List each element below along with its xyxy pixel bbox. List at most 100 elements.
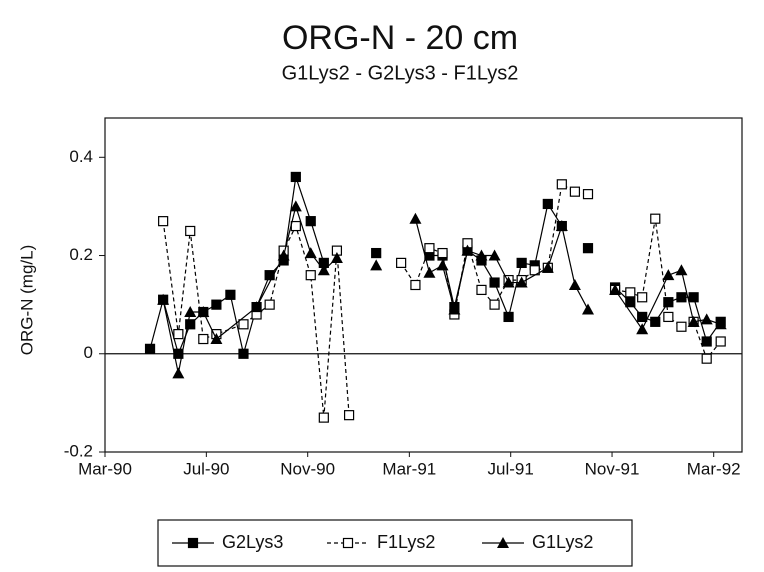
data-point <box>650 213 661 224</box>
data-point <box>264 299 275 310</box>
data-point <box>437 247 448 259</box>
y-tick-label: -0.2 <box>64 441 93 460</box>
chart-title: ORG-N - 20 cm <box>282 19 518 57</box>
legend-marker <box>497 537 509 548</box>
data-point <box>144 343 156 354</box>
data-point <box>503 311 514 323</box>
legend-label: G2Lys3 <box>222 532 283 552</box>
data-point <box>542 198 553 210</box>
plot-frame <box>104 117 743 453</box>
data-point <box>198 333 209 345</box>
data-point <box>409 212 422 224</box>
data-point <box>489 299 500 310</box>
y-tick-label: 0 <box>84 343 93 362</box>
data-point <box>582 189 594 200</box>
data-point <box>701 336 712 347</box>
x-tick-label: Jul-91 <box>488 459 534 478</box>
data-point <box>715 336 726 347</box>
y-tick-label: 0.4 <box>69 147 93 166</box>
data-point <box>330 251 343 263</box>
data-point <box>582 303 594 315</box>
data-point <box>436 259 449 271</box>
data-point <box>663 297 674 308</box>
data-point <box>541 261 554 273</box>
data-point <box>290 220 301 232</box>
data-point <box>173 329 184 340</box>
x-tick-label: Mar-92 <box>687 459 741 478</box>
data-point <box>184 306 197 318</box>
legend-marker <box>342 537 354 549</box>
data-point <box>305 270 316 281</box>
data-point <box>172 367 185 379</box>
data-point <box>424 243 435 254</box>
y-axis-label: ORG-N (mg/L) <box>17 245 36 356</box>
data-point <box>211 299 222 310</box>
data-point <box>662 269 675 281</box>
data-point <box>555 220 568 232</box>
legend-label: G1Lys2 <box>532 532 593 552</box>
legend-box <box>157 519 633 567</box>
data-point <box>158 216 169 227</box>
x-tick-label: Mar-91 <box>382 459 436 478</box>
data-point <box>568 279 581 290</box>
data-point <box>676 292 687 303</box>
data-point <box>343 410 355 421</box>
data-point <box>238 319 249 330</box>
data-point <box>290 171 301 183</box>
data-point <box>210 333 223 345</box>
data-point <box>289 200 302 212</box>
data-point <box>489 277 500 288</box>
data-point <box>714 318 727 330</box>
series-line <box>149 176 325 356</box>
series-line <box>614 218 722 360</box>
data-point <box>476 284 487 296</box>
legend-label: F1Lys2 <box>377 532 435 552</box>
data-point <box>197 306 210 318</box>
data-point <box>264 270 275 281</box>
data-point <box>556 179 567 190</box>
data-point <box>676 321 687 332</box>
data-point <box>609 283 622 295</box>
data-point <box>157 293 170 305</box>
data-point <box>637 292 648 303</box>
data-point <box>663 311 674 323</box>
data-point <box>277 249 290 261</box>
data-point <box>304 247 317 259</box>
data-point <box>625 287 636 298</box>
data-point <box>225 289 236 300</box>
data-point <box>423 266 436 278</box>
data-point <box>569 186 581 197</box>
data-point <box>502 276 515 288</box>
data-point <box>448 303 461 315</box>
y-tick-label: 0.2 <box>69 245 93 264</box>
x-tick-label: Mar-90 <box>78 459 132 478</box>
data-point <box>185 225 196 237</box>
data-point <box>396 257 407 268</box>
data-point <box>461 244 474 256</box>
data-point <box>701 353 712 364</box>
data-point <box>687 315 700 327</box>
x-tick-label: Nov-90 <box>280 459 335 478</box>
data-point <box>305 216 316 227</box>
data-point <box>625 297 636 308</box>
data-point <box>371 247 382 259</box>
data-point <box>370 259 383 271</box>
x-tick-label: Jul-90 <box>183 459 229 478</box>
data-point <box>637 311 648 323</box>
series-line <box>162 221 350 418</box>
data-point <box>515 276 528 288</box>
data-point <box>250 301 263 313</box>
data-point <box>636 323 649 335</box>
data-point <box>582 243 594 254</box>
data-point <box>700 313 713 325</box>
data-point <box>410 279 421 291</box>
data-point <box>475 249 488 261</box>
data-point <box>650 316 661 327</box>
data-point <box>688 292 699 303</box>
data-point <box>318 412 329 423</box>
x-tick-label: Nov-91 <box>585 459 640 478</box>
data-point <box>238 348 249 359</box>
data-point <box>675 264 688 276</box>
